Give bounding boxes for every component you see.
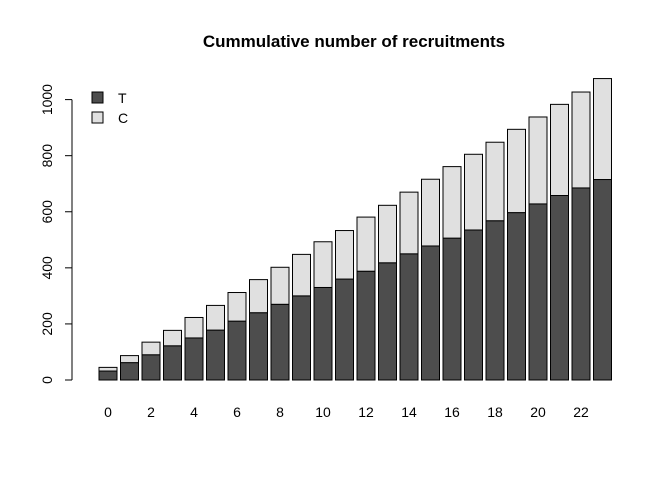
bar-c-13 <box>379 205 397 262</box>
bar-c-22 <box>572 92 590 188</box>
bar-c-14 <box>400 192 418 254</box>
bar-t-11 <box>336 279 354 380</box>
bar-c-17 <box>465 154 483 230</box>
legend: T C <box>92 90 128 126</box>
x-axis: 0 2 4 6 8 10 12 14 16 18 20 22 <box>104 404 589 420</box>
y-tick-label-0: 0 <box>39 376 55 384</box>
bar-c-12 <box>357 217 375 271</box>
bar-t-3 <box>164 346 182 380</box>
x-tick-label-2: 2 <box>147 404 155 420</box>
x-tick-label-0: 0 <box>104 404 112 420</box>
x-tick-label-10: 10 <box>315 404 331 420</box>
bar-t-17 <box>465 230 483 380</box>
bar-c-1 <box>121 356 139 363</box>
bar-t-10 <box>314 287 332 380</box>
x-tick-label-20: 20 <box>530 404 546 420</box>
bar-t-8 <box>271 304 289 380</box>
bar-c-10 <box>314 242 332 288</box>
bar-c-9 <box>293 254 311 295</box>
bar-c-6 <box>228 293 246 322</box>
bar-c-23 <box>594 79 612 180</box>
bar-c-5 <box>207 305 225 330</box>
y-tick-label-800: 800 <box>39 144 55 168</box>
bar-c-0 <box>99 367 117 371</box>
x-tick-label-12: 12 <box>358 404 374 420</box>
bar-c-11 <box>336 231 354 280</box>
bar-c-3 <box>164 330 182 345</box>
bar-t-23 <box>594 180 612 380</box>
y-tick-label-1000: 1000 <box>39 84 55 115</box>
legend-swatch-t <box>92 92 103 103</box>
chart-title: Cummulative number of recruitments <box>203 32 505 51</box>
bar-t-6 <box>228 321 246 380</box>
bar-c-4 <box>185 317 203 337</box>
x-tick-label-8: 8 <box>276 404 284 420</box>
y-tick-label-600: 600 <box>39 200 55 224</box>
x-tick-label-22: 22 <box>573 404 589 420</box>
y-tick-label-200: 200 <box>39 312 55 336</box>
bar-t-13 <box>379 263 397 380</box>
bar-c-15 <box>422 179 440 246</box>
bar-t-16 <box>443 238 461 380</box>
bar-c-19 <box>508 129 526 212</box>
bar-t-7 <box>250 313 268 380</box>
x-tick-label-16: 16 <box>444 404 460 420</box>
bar-t-9 <box>293 296 311 380</box>
bar-c-8 <box>271 267 289 304</box>
bar-t-22 <box>572 188 590 380</box>
x-tick-label-18: 18 <box>487 404 503 420</box>
y-axis: 0 200 400 600 800 1000 <box>39 84 72 384</box>
bar-c-16 <box>443 167 461 239</box>
bar-t-5 <box>207 330 225 380</box>
legend-label-c: C <box>118 110 128 126</box>
bar-t-1 <box>121 363 139 380</box>
bar-c-7 <box>250 280 268 313</box>
bar-c-18 <box>486 142 504 221</box>
bar-t-2 <box>142 355 160 380</box>
bar-t-4 <box>185 338 203 380</box>
bar-t-18 <box>486 221 504 380</box>
bar-t-0 <box>99 371 117 380</box>
x-tick-label-14: 14 <box>401 404 417 420</box>
bar-c-20 <box>529 117 547 204</box>
bar-t-21 <box>551 195 569 380</box>
bar-c-21 <box>551 104 569 195</box>
bar-t-19 <box>508 213 526 380</box>
x-tick-label-6: 6 <box>233 404 241 420</box>
y-tick-label-400: 400 <box>39 256 55 280</box>
legend-label-t: T <box>118 90 127 106</box>
bar-t-12 <box>357 271 375 380</box>
bar-t-20 <box>529 204 547 380</box>
bar-t-15 <box>422 246 440 380</box>
bars-group <box>99 79 612 380</box>
bar-c-2 <box>142 342 160 355</box>
x-tick-label-4: 4 <box>190 404 198 420</box>
bar-t-14 <box>400 254 418 380</box>
legend-swatch-c <box>92 112 103 123</box>
